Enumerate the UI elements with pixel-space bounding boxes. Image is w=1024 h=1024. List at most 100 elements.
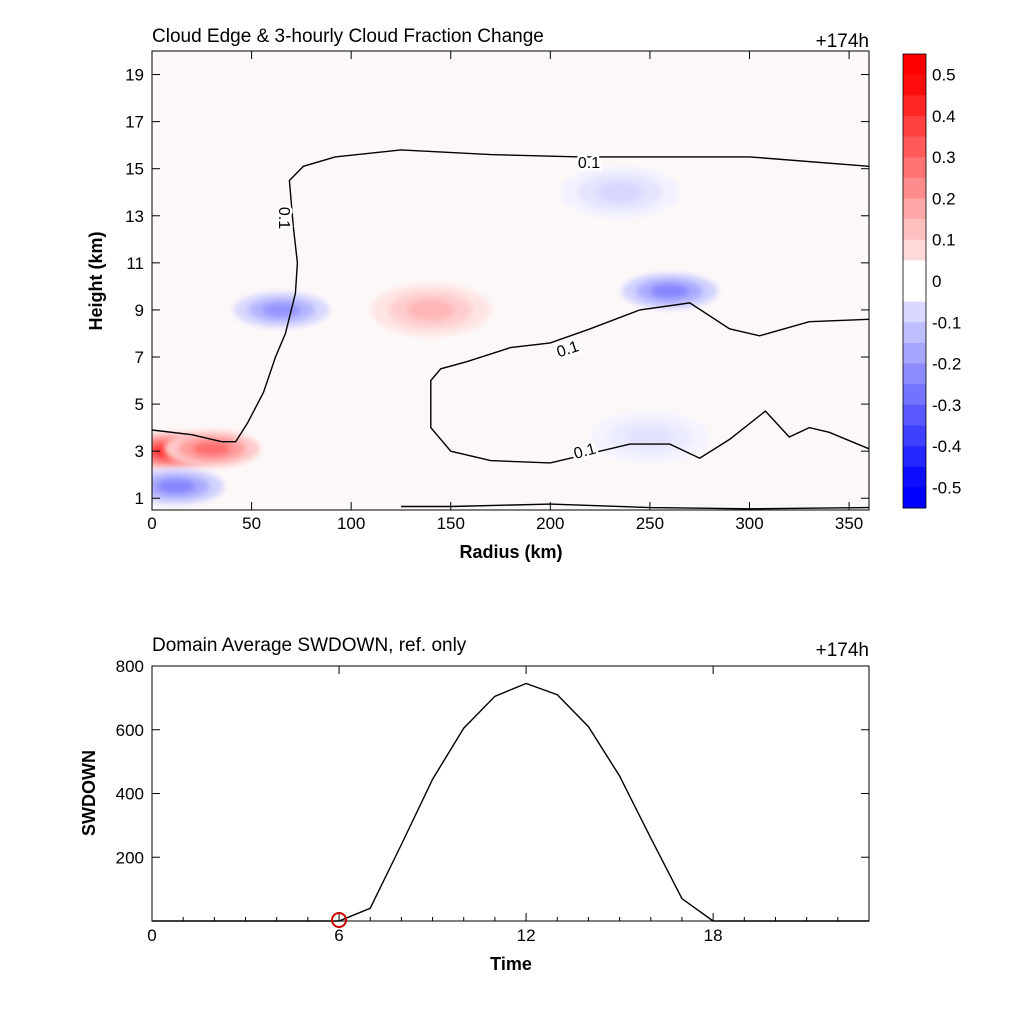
colorbar-band: [903, 219, 926, 241]
y-tick-label: 800: [116, 657, 144, 676]
colorbar-label: 0: [932, 272, 941, 291]
colorbar-label: 0.3: [932, 148, 956, 167]
line-panel: Domain Average SWDOWN, ref. only +174h 0…: [79, 635, 870, 974]
y-tick-label: 7: [135, 348, 144, 367]
y-tick-label: 3: [135, 442, 144, 461]
colorbar-band: [903, 404, 926, 426]
colorbar-band: [903, 74, 926, 96]
line-y-axis: 200 400 600 800: [116, 657, 869, 867]
x-tick-label: 0: [147, 514, 156, 533]
field-blob: [152, 468, 224, 505]
contour-lines: [152, 149, 869, 510]
x-tick-label: 0: [147, 926, 156, 945]
x-tick-label: 250: [636, 514, 664, 533]
colorbar-band: [903, 95, 926, 117]
colorbar-label: -0.4: [932, 437, 961, 456]
x-tick-label: 350: [835, 514, 863, 533]
line-title: Domain Average SWDOWN, ref. only: [152, 635, 467, 656]
current-time-marker: [331, 912, 348, 928]
line-plot: [152, 682, 869, 928]
field-level: [650, 283, 690, 299]
colorbar-band: [903, 177, 926, 199]
colorbar-band: [903, 466, 926, 488]
contour-line: [430, 302, 869, 464]
x-tick-label: 200: [536, 514, 564, 533]
colorbar-bands: [903, 54, 926, 509]
series-line: [152, 682, 869, 922]
colorbar-label: -0.5: [932, 478, 961, 497]
y-tick-label: 13: [125, 207, 144, 226]
colorbar-labels: 0.5 0.4 0.3 0.2 0.1 0 -0.1 -0.2 -0.3 -0.4 -0.5: [932, 66, 961, 498]
field-blob: [589, 411, 710, 464]
x-tick-label: 300: [735, 514, 763, 533]
y-tick-label: 11: [126, 254, 144, 273]
colorbar-band: [903, 301, 926, 323]
colorbar-band: [903, 363, 926, 385]
x-tick-label: 50: [242, 514, 261, 533]
y-tick-label: 19: [125, 66, 144, 85]
line-x-label: Time: [490, 954, 532, 974]
colorbar-band: [903, 239, 926, 261]
field-blob: [233, 291, 330, 328]
colorbar-band: [903, 260, 926, 282]
colorbar-label: 0.2: [932, 189, 956, 208]
y-tick-label: 400: [116, 785, 144, 804]
contour-label: 0.1: [275, 207, 292, 229]
line-frame: [151, 665, 870, 922]
y-tick-label: 600: [116, 721, 144, 740]
colorbar-band: [903, 342, 926, 364]
y-tick-label: 5: [135, 395, 144, 414]
line-y-label: SWDOWN: [79, 750, 99, 836]
colorbar-band: [903, 54, 926, 76]
colorbar-frame: [902, 53, 927, 509]
colorbar-band: [903, 115, 926, 137]
x-tick-label: 6: [334, 926, 343, 945]
field-level: [192, 441, 231, 456]
colorbar-band: [903, 136, 926, 158]
y-tick-label: 200: [116, 848, 144, 867]
field-blob: [560, 166, 681, 219]
field-level: [596, 181, 645, 203]
colorbar-band: [903, 322, 926, 344]
colorbar-band: [903, 157, 926, 179]
heatmap-x-label: Radius (km): [459, 542, 562, 562]
colorbar-band: [903, 198, 926, 220]
colorbar-band: [903, 487, 926, 509]
heatmap-background: [152, 51, 869, 510]
x-tick-label: 12: [517, 926, 536, 945]
colorbar-label: -0.3: [932, 396, 961, 415]
y-tick-label: 1: [135, 489, 144, 508]
colorbar-band: [903, 281, 926, 303]
y-tick-label: 15: [125, 160, 144, 179]
field-level: [262, 302, 301, 318]
field-level: [406, 299, 455, 321]
contour-line: [401, 503, 869, 510]
x-tick-label: 100: [337, 514, 365, 533]
heatmap-fields: [152, 166, 718, 505]
heatmap-panel: Cloud Edge & 3-hourly Cloud Fraction Cha…: [86, 26, 870, 562]
y-tick-label: 9: [135, 301, 144, 320]
line-time-label: +174h: [816, 640, 869, 661]
contour-label: 0.1: [578, 155, 600, 172]
contour-line: [152, 149, 869, 443]
field-blob: [163, 430, 260, 467]
colorbar-label: 0.1: [932, 231, 956, 250]
colorbar: 0.5 0.4 0.3 0.2 0.1 0 -0.1 -0.2 -0.3 -0.4 -0.5: [902, 53, 961, 509]
colorbar-band: [903, 446, 926, 468]
heatmap-y-label: Height (km): [86, 231, 106, 330]
colorbar-band: [903, 425, 926, 447]
heatmap-title: Cloud Edge & 3-hourly Cloud Fraction Cha…: [152, 26, 544, 47]
x-tick-label: 150: [437, 514, 465, 533]
line-x-axis: 0 6 12 18: [147, 666, 870, 945]
heatmap-x-axis: 0 50 100 150 200 250 300 350: [147, 51, 863, 533]
x-tick-label: 18: [704, 926, 723, 945]
field-level: [156, 479, 196, 494]
heatmap-time-label: +174h: [816, 31, 869, 52]
field-blob: [621, 273, 718, 310]
heatmap-frame: [151, 50, 870, 511]
field-blob: [370, 283, 491, 336]
y-tick-label: 17: [125, 113, 144, 132]
colorbar-label: 0.5: [932, 66, 956, 85]
